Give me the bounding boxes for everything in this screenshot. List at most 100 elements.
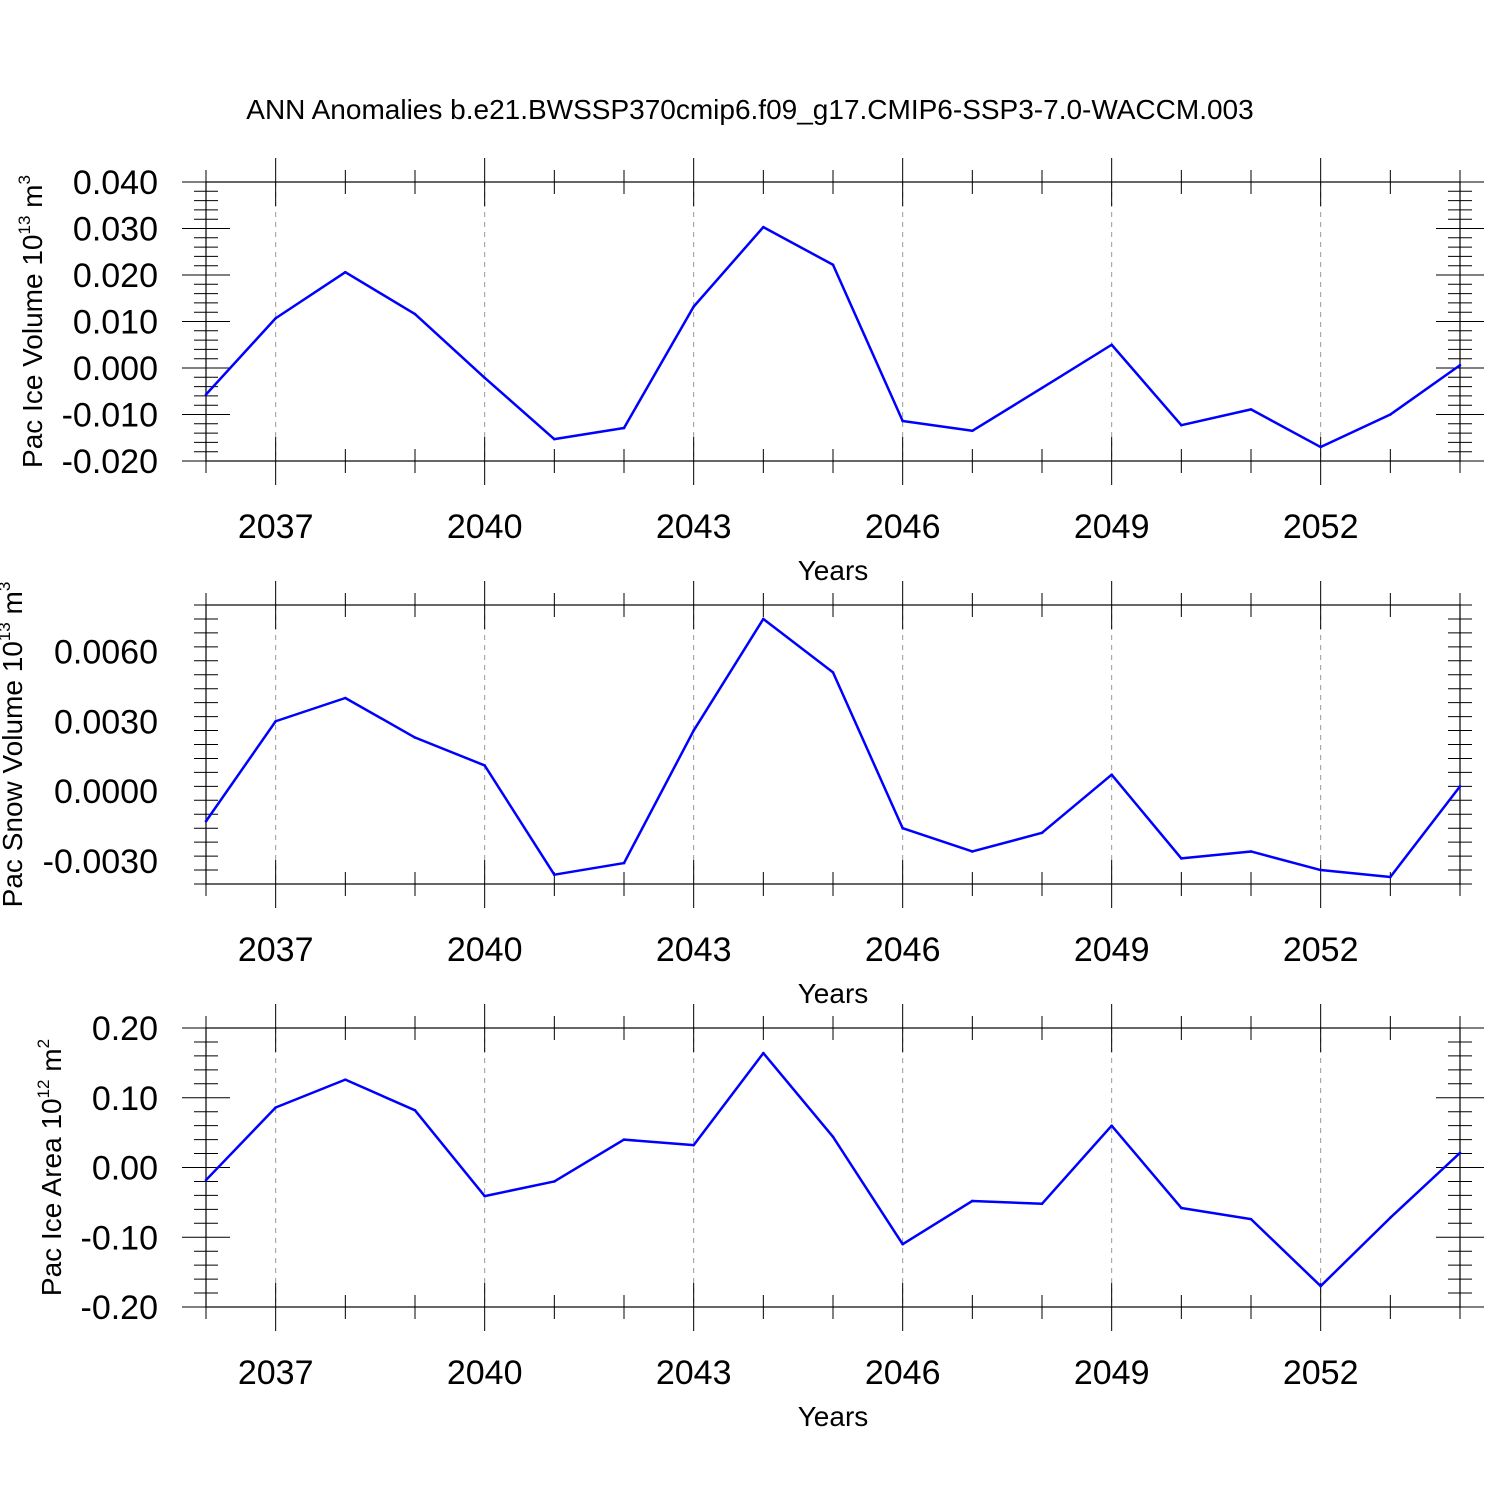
y-tick-label: 0.020 <box>73 257 158 295</box>
y-tick-label: 0.0030 <box>54 703 158 741</box>
x-tick-label: 2043 <box>656 1354 732 1392</box>
data-point <box>831 1135 835 1139</box>
y-axis-label-unit: m <box>36 1048 67 1079</box>
plot-frame <box>205 1027 1461 1308</box>
data-point <box>413 1109 417 1112</box>
x-tick-label: 2052 <box>1283 931 1359 969</box>
y-tick-label: 0.000 <box>73 350 158 388</box>
data-point <box>1110 1124 1113 1127</box>
y-axis-label: Pac Ice Volume 1013 m3 <box>15 175 48 468</box>
panel-1: -0.020 -0.010 0.000 0.010 0.020 0.030 0.040 203… <box>15 158 1484 586</box>
y-tick-label: -0.0030 <box>43 843 158 881</box>
panel-2: -0.0030 0.0000 0.0030 0.0060 2037 2040 2043 204… <box>0 581 1472 1009</box>
y-tick-label: 0.10 <box>92 1080 158 1118</box>
y-tick-label: 0.0000 <box>54 773 158 811</box>
data-point <box>831 263 835 267</box>
data-point <box>692 729 695 732</box>
x-tick-label: 2040 <box>447 931 523 969</box>
data-point <box>692 305 695 308</box>
y-tick-label: -0.10 <box>81 1219 159 1257</box>
data-point <box>553 873 556 876</box>
data-point <box>622 861 626 865</box>
y-tick-label: 0.20 <box>92 1010 158 1048</box>
data-point <box>971 429 974 433</box>
data-point <box>971 850 974 853</box>
data-point <box>1249 408 1253 411</box>
data-point <box>274 1106 277 1109</box>
series-line <box>205 225 1461 449</box>
y-tick-label: 0.0060 <box>54 634 158 672</box>
x-tick-label: 2043 <box>656 931 732 969</box>
data-point <box>344 270 347 274</box>
x-tick-label: 2037 <box>238 1354 314 1392</box>
data-point <box>344 696 347 700</box>
y-axis-label-unit-exponent: 3 <box>0 582 14 591</box>
y-tick-label: -0.20 <box>81 1289 159 1327</box>
data-point <box>1319 445 1322 449</box>
data-point <box>1458 1151 1462 1155</box>
x-tick-label: 2040 <box>447 508 523 546</box>
plot-frame <box>205 604 1461 885</box>
data-point <box>413 312 417 316</box>
y-axis-label-unit: m <box>0 591 28 622</box>
data-point <box>204 1178 208 1182</box>
data-point <box>483 1194 486 1198</box>
y-tick-label: 0.010 <box>73 304 158 342</box>
data-point <box>1319 868 1322 872</box>
y-tick-label: 0.030 <box>73 211 158 249</box>
chart-title: ANN Anomalies b.e21.BWSSP370cmip6.f09_g1… <box>246 94 1253 125</box>
data-point <box>1249 850 1253 853</box>
x-tick-label: 2040 <box>447 1354 523 1392</box>
data-point <box>1180 423 1183 427</box>
data-point <box>1458 363 1462 367</box>
data-point <box>762 1051 765 1055</box>
data-point <box>553 437 556 441</box>
y-axis-label: Pac Ice Area 1012 m2 <box>34 1039 67 1296</box>
data-point <box>1389 1216 1392 1220</box>
y-axis-label-text: Pac Ice Area 10 <box>36 1098 67 1296</box>
y-axis-label-exponent: 13 <box>15 216 34 235</box>
x-tick-label: 2046 <box>865 931 941 969</box>
data-point <box>1319 1284 1322 1288</box>
y-axis-label-unit-exponent: 2 <box>34 1039 53 1048</box>
data-point <box>1180 857 1183 860</box>
data-point <box>1110 343 1113 347</box>
data-point <box>762 617 765 621</box>
x-tick-label: 2046 <box>865 1354 941 1392</box>
y-tick-label: 0.040 <box>73 164 158 202</box>
data-point <box>1110 773 1113 777</box>
x-tick-label: 2043 <box>656 508 732 546</box>
y-tick-label: -0.020 <box>62 443 158 481</box>
data-point <box>1180 1206 1183 1210</box>
data-point <box>1249 1217 1253 1221</box>
data-point <box>553 1180 556 1183</box>
y-axis-label-unit-exponent: 3 <box>15 175 34 184</box>
y-tick-label: 0.00 <box>92 1150 158 1188</box>
data-point <box>483 764 486 767</box>
y-axis-label-unit: m <box>17 184 48 215</box>
data-point <box>831 671 835 674</box>
data-point <box>971 1199 974 1203</box>
x-tick-label: 2049 <box>1074 931 1150 969</box>
y-axis-label-exponent: 13 <box>0 622 14 641</box>
panel-3: -0.20 -0.10 0.00 0.10 0.20 2037 2040 2043 2046 20… <box>34 1004 1484 1432</box>
series-line <box>205 1051 1461 1288</box>
x-tick-label: 2049 <box>1074 1354 1150 1392</box>
x-tick-label: 2052 <box>1283 508 1359 546</box>
data-point <box>1040 386 1044 390</box>
y-tick-label: -0.010 <box>62 397 158 435</box>
data-point <box>204 393 208 396</box>
plot-frame <box>205 181 1461 462</box>
x-tick-label: 2049 <box>1074 508 1150 546</box>
y-axis-label: Pac Snow Volume 1013 m3 <box>0 582 28 908</box>
data-point <box>274 719 277 723</box>
data-point <box>901 826 904 830</box>
data-point <box>622 1138 626 1141</box>
x-axis-label: Years <box>798 555 869 586</box>
x-tick-label: 2037 <box>238 931 314 969</box>
x-tick-label: 2046 <box>865 508 941 546</box>
x-tick-label: 2052 <box>1283 1354 1359 1392</box>
data-point <box>344 1078 347 1081</box>
y-axis-label-text: Pac Ice Volume 10 <box>17 235 48 468</box>
